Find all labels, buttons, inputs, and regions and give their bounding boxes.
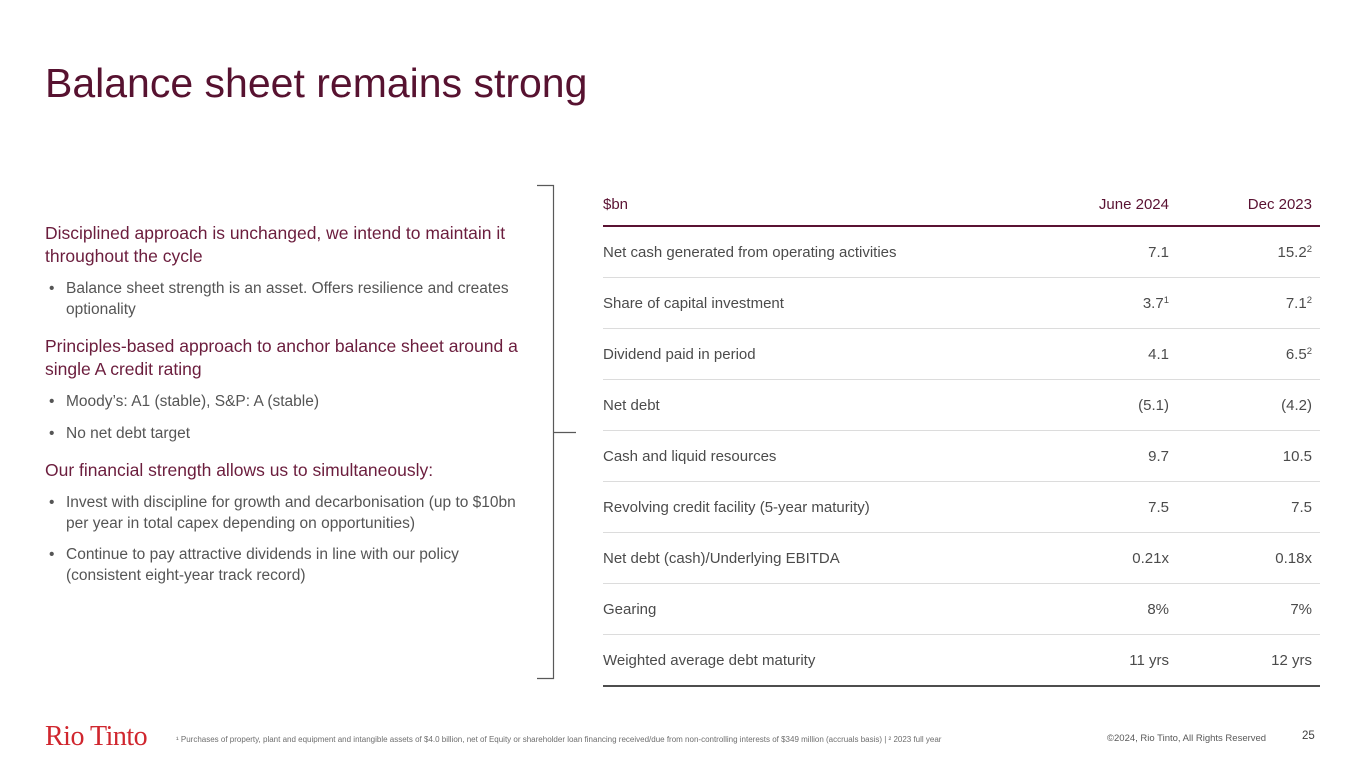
balance-sheet-table: $bn June 2024 Dec 2023 Net cash generate…	[603, 192, 1320, 687]
column-header-june-2024: June 2024	[1098, 196, 1169, 213]
value-june: 11 yrs	[1129, 651, 1169, 669]
footnote-text: ¹ Purchases of property, plant and equip…	[176, 735, 942, 744]
page-number: 25	[1302, 730, 1315, 742]
row-label: Net debt (cash)/Underlying EBITDA	[603, 549, 840, 567]
value-june: 9.7	[1148, 447, 1169, 465]
footnote-marker: 2	[1306, 243, 1312, 255]
value-june: (5.1)	[1138, 396, 1169, 414]
page-title: Balance sheet remains strong	[45, 60, 588, 106]
value-dec: 6.52	[1285, 345, 1312, 363]
table-header-row: $bn June 2024 Dec 2023	[603, 192, 1320, 227]
footnote-marker: 1	[1163, 294, 1169, 306]
unit-label: $bn	[603, 196, 629, 213]
value-june: 4.1	[1148, 345, 1169, 363]
row-label: Revolving credit facility (5-year maturi…	[603, 498, 870, 516]
footnote-marker: 2	[1306, 345, 1312, 357]
value-june: 7.1	[1148, 243, 1169, 261]
row-label: Net debt	[603, 396, 660, 414]
value-dec: (4.2)	[1281, 396, 1312, 414]
bullet-item: Balance sheet strength is an asset. Offe…	[45, 279, 523, 320]
row-label: Cash and liquid resources	[603, 447, 777, 465]
section-heading: Principles-based approach to anchor bala…	[45, 336, 518, 379]
table-row: Net debt (5.1) (4.2)	[603, 380, 1320, 431]
value-dec: 0.18x	[1275, 549, 1312, 567]
value-june: 3.71	[1142, 294, 1169, 312]
bullet-item: Invest with discipline for growth and de…	[45, 493, 523, 534]
table-row: Weighted average debt maturity 11 yrs 12…	[603, 635, 1320, 685]
value-dec: 12 yrs	[1271, 651, 1312, 669]
value-dec: 7.12	[1285, 294, 1312, 312]
value-dec: 7%	[1290, 600, 1312, 618]
table-row: Dividend paid in period 4.1 6.52	[603, 329, 1320, 380]
table-row: Share of capital investment 3.71 7.12	[603, 278, 1320, 329]
column-header-dec-2023: Dec 2023	[1247, 196, 1312, 213]
table-row: Net debt (cash)/Underlying EBITDA 0.21x …	[603, 533, 1320, 584]
row-label: Dividend paid in period	[603, 345, 756, 363]
row-label: Net cash generated from operating activi…	[603, 243, 897, 261]
section-heading: Our financial strength allows us to simu…	[45, 460, 434, 480]
section-disciplined-approach: Disciplined approach is unchanged, we in…	[45, 222, 523, 320]
table-row: Revolving credit facility (5-year maturi…	[603, 482, 1320, 533]
value-dec: 10.5	[1282, 447, 1312, 465]
value-june: 7.5	[1148, 498, 1169, 516]
table-row: Cash and liquid resources 9.7 10.5	[603, 431, 1320, 482]
section-heading: Disciplined approach is unchanged, we in…	[45, 223, 506, 266]
bullet-item: Moody’s: A1 (stable), S&P: A (stable)	[45, 392, 523, 413]
section-financial-strength: Our financial strength allows us to simu…	[45, 459, 523, 586]
row-label: Weighted average debt maturity	[603, 651, 816, 669]
value-dec: 7.5	[1291, 498, 1312, 516]
bullet-item: No net debt target	[45, 424, 523, 445]
table-row: Net cash generated from operating activi…	[603, 227, 1320, 278]
bullet-item: Continue to pay attractive dividends in …	[45, 545, 523, 586]
table-body: Net cash generated from operating activi…	[603, 227, 1320, 687]
row-label: Gearing	[603, 600, 657, 618]
value-june: 8%	[1147, 600, 1169, 618]
section-principles-based: Principles-based approach to anchor bala…	[45, 335, 523, 444]
table-row: Gearing 8% 7%	[603, 584, 1320, 635]
rio-tinto-logo: Rio Tinto	[45, 721, 148, 752]
value-june: 0.21x	[1132, 549, 1169, 567]
bracket-shape	[537, 184, 576, 680]
value-dec: 15.22	[1277, 243, 1313, 261]
row-label: Share of capital investment	[603, 294, 784, 312]
left-text-panel: Disciplined approach is unchanged, we in…	[45, 222, 523, 586]
copyright-text: ©2024, Rio Tinto, All Rights Reserved	[1107, 733, 1267, 744]
footnote-marker: 2	[1306, 294, 1312, 306]
